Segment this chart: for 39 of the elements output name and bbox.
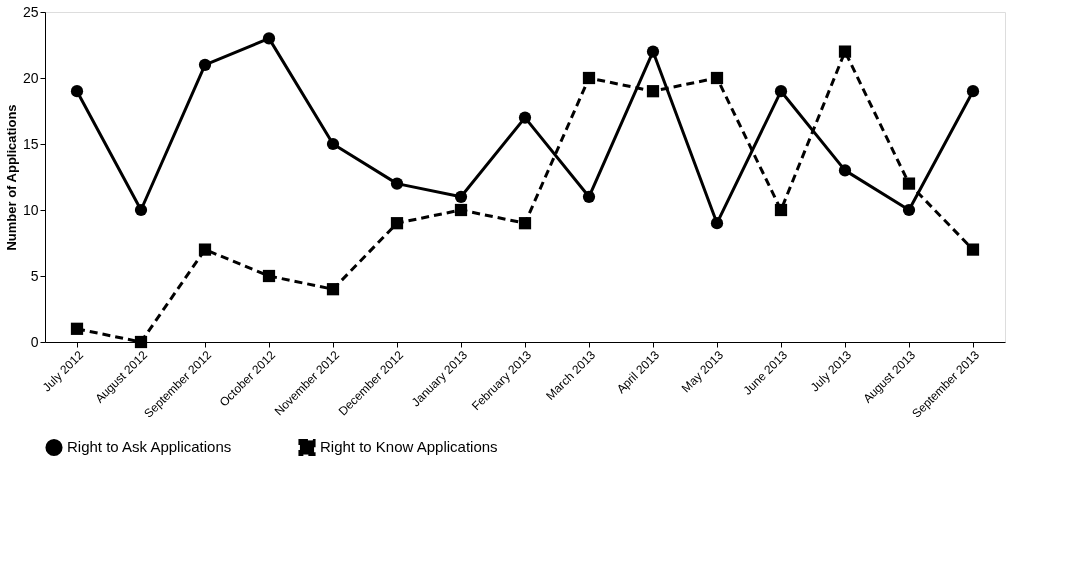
point (838, 164, 852, 177)
point (326, 137, 340, 151)
y-axis-title: Number of Applications (3, 104, 19, 251)
point (518, 111, 532, 124)
point (198, 58, 212, 71)
point (390, 177, 404, 190)
legend-label: Right to Ask Applications (67, 438, 232, 456)
point (774, 85, 788, 98)
y-tick-label: 25 (22, 3, 39, 20)
point (966, 243, 980, 256)
point (198, 243, 212, 256)
y-tick-label: 5 (30, 267, 39, 284)
point (646, 85, 660, 98)
point (646, 45, 660, 58)
point (70, 322, 84, 335)
point (134, 203, 148, 217)
y-tick-label: 15 (22, 135, 39, 152)
point (838, 45, 852, 58)
point (902, 203, 916, 217)
point (326, 283, 340, 296)
y-tick-label: 0 (30, 333, 39, 350)
point (70, 85, 84, 98)
point (902, 177, 916, 190)
point (710, 71, 724, 85)
point (518, 217, 532, 230)
point (454, 203, 468, 217)
y-tick-label: 10 (22, 201, 39, 218)
point (262, 32, 276, 45)
y-tick-label: 20 (22, 69, 39, 86)
point (262, 269, 276, 283)
legend-label: Right to Know Applications (320, 438, 498, 456)
point (454, 190, 468, 203)
point (134, 335, 148, 349)
point (774, 203, 788, 217)
point (966, 85, 980, 98)
point (582, 71, 596, 85)
point (710, 217, 724, 230)
point (390, 217, 404, 230)
point (582, 190, 596, 203)
